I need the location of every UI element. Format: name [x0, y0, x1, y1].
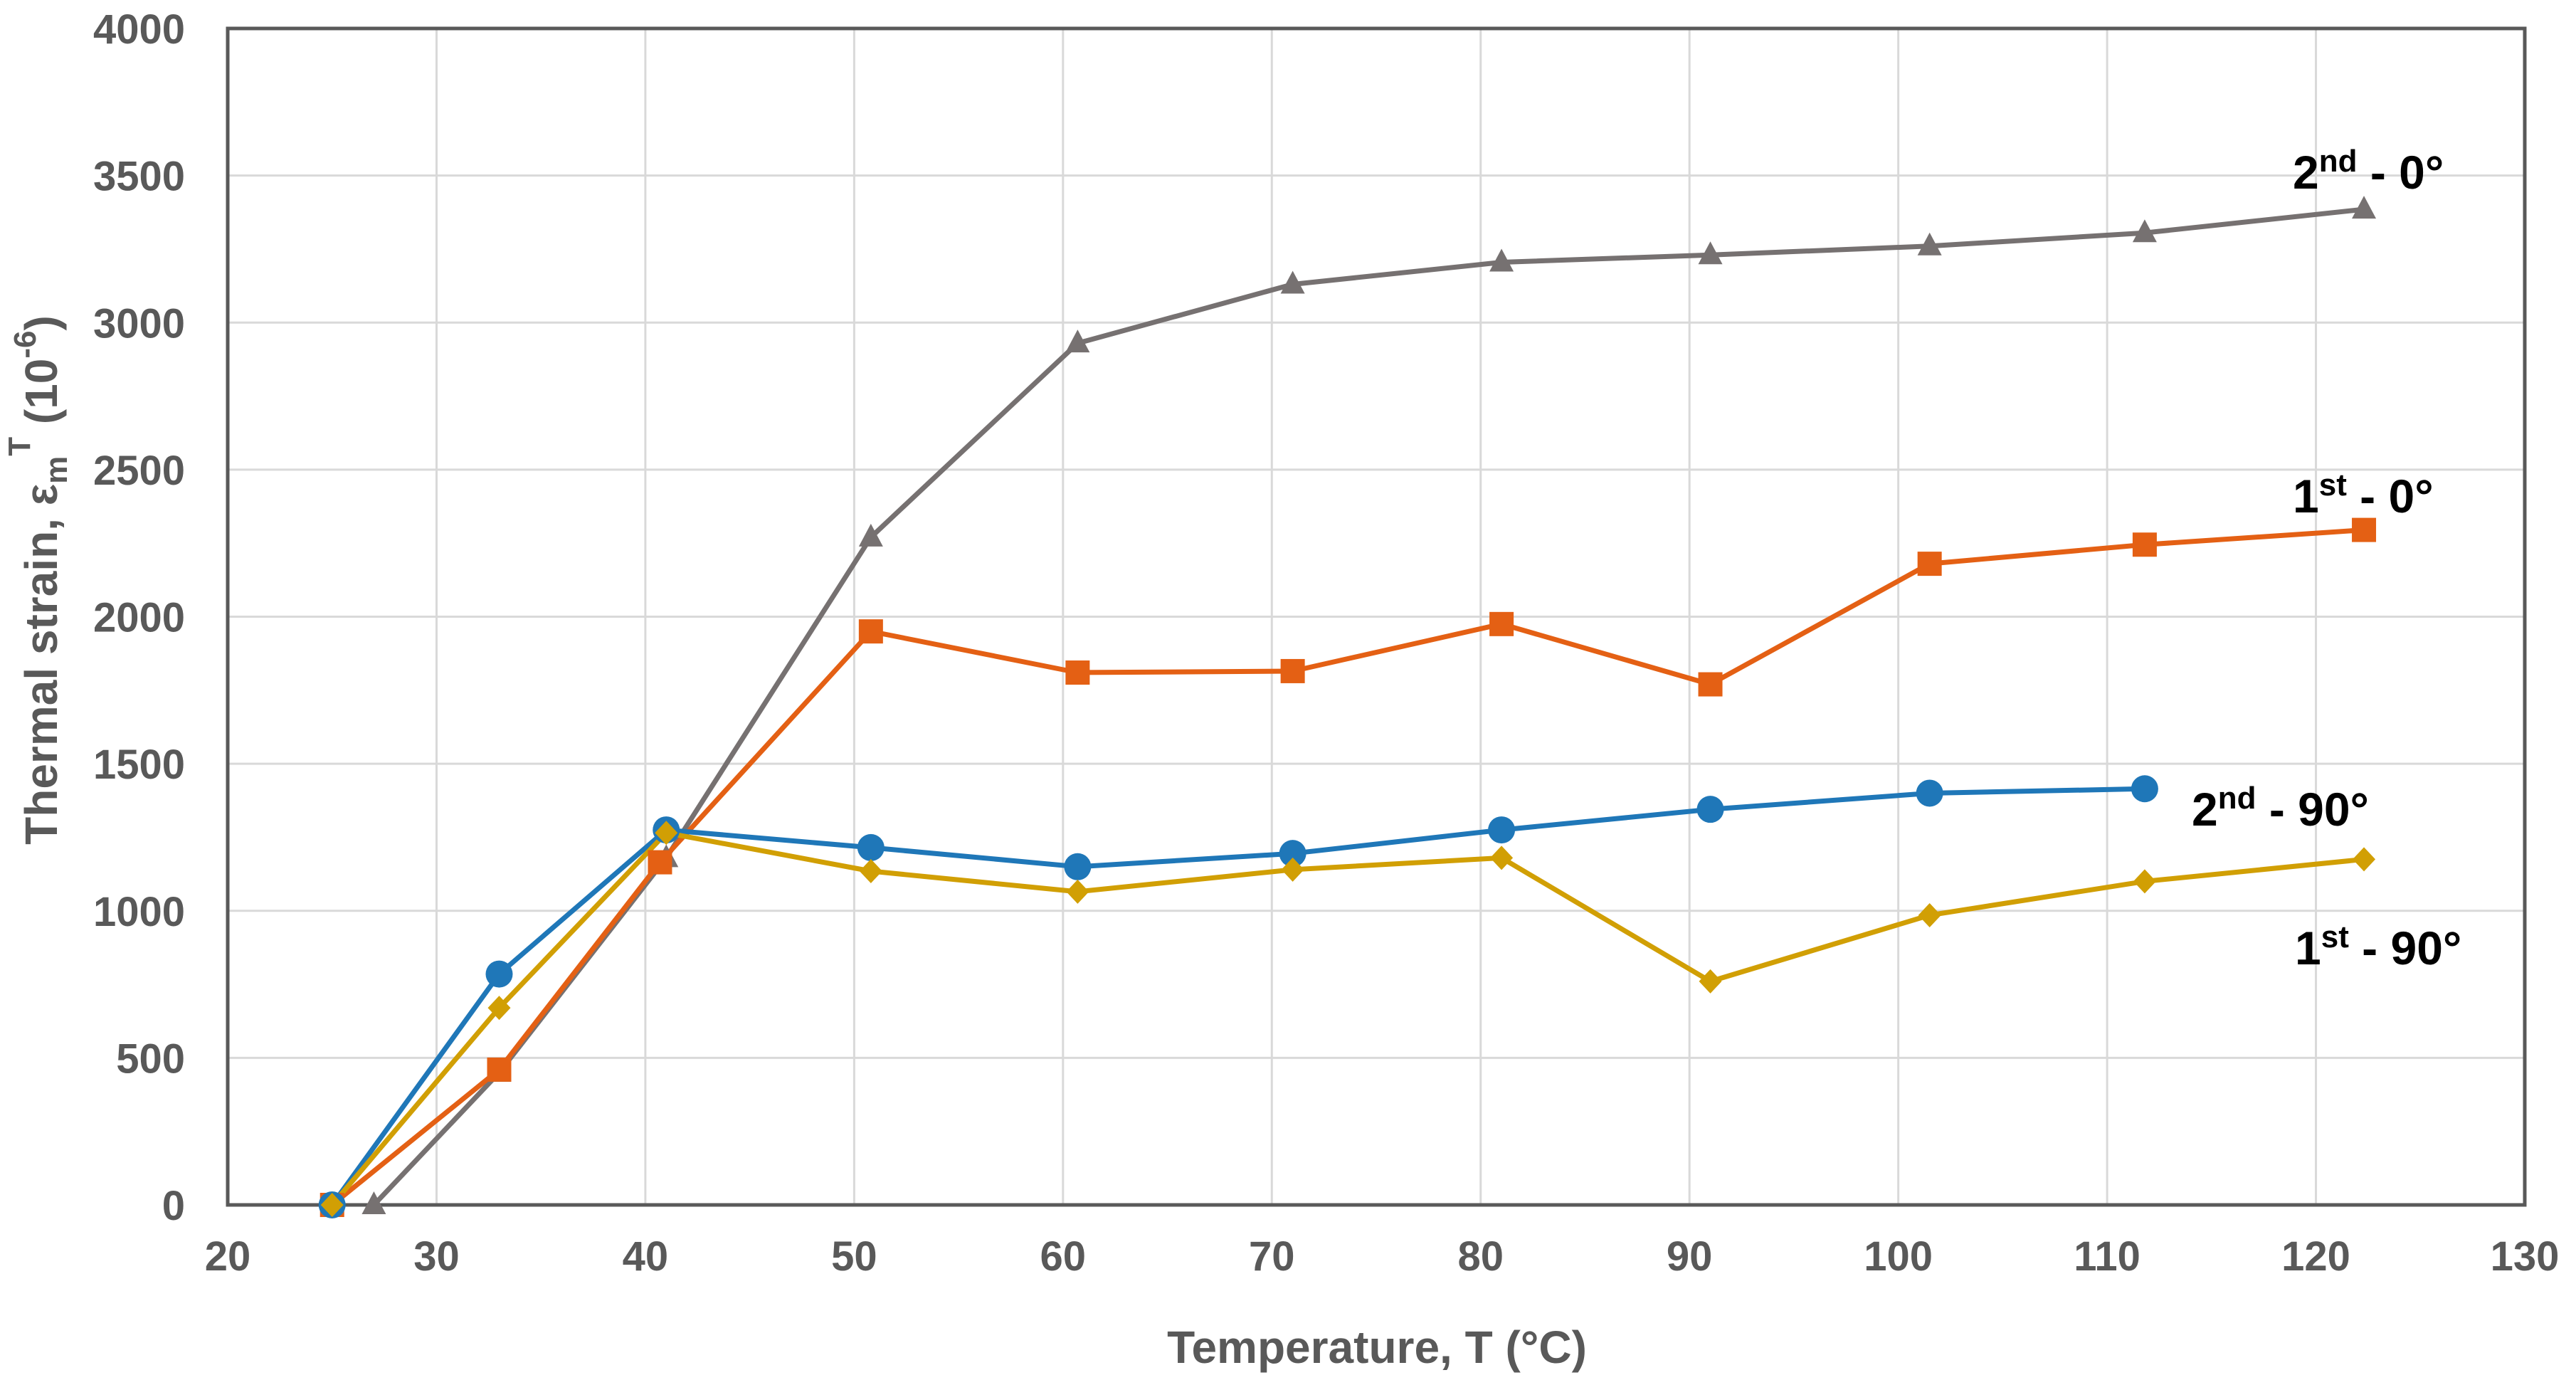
series-label-2nd-90-main: 2: [2192, 783, 2218, 836]
marker-s2nd0-8: [1917, 232, 1942, 256]
x-axis-ticks: 20 30 40 50 60 70 80 90 100 110 120 130: [205, 1233, 2560, 1280]
marker-s1st90-10: [2353, 847, 2376, 872]
series-label-2nd-0-main: 2: [2293, 146, 2319, 199]
marker-s2nd0-9: [2132, 219, 2157, 243]
y-tick-label-1000: 1000: [93, 889, 185, 935]
marker-s2nd90-4: [1064, 853, 1092, 880]
y-axis-title-main: Thermal strain, ε: [16, 484, 67, 845]
series-label-1st-0-rest: - 0°: [2347, 470, 2434, 522]
series-label-1st-0-main: 1: [2293, 470, 2319, 522]
series-label-1st-0: 1st - 0°: [2293, 468, 2434, 522]
marker-s2nd90-8: [1916, 779, 1943, 807]
marker-s1st0-5: [1280, 658, 1305, 683]
marker-s2nd90-1: [485, 960, 513, 988]
series-label-2nd-0-rest: - 0°: [2357, 146, 2444, 199]
x-tick-label-80: 80: [1457, 1233, 1504, 1280]
x-tick-label-110: 110: [2074, 1233, 2140, 1280]
marker-s1st90-5: [1281, 857, 1304, 882]
marker-s2nd90-6: [1488, 816, 1516, 844]
marker-s1st90-6: [1490, 846, 1514, 870]
y-tick-label-3500: 3500: [93, 154, 185, 200]
series-line-s2nd90: [329, 786, 2145, 1207]
marker-s1st0-10: [2352, 517, 2377, 542]
marker-s1st0-6: [1489, 611, 1514, 636]
x-tick-label-90: 90: [1667, 1233, 1713, 1280]
marker-s2nd90-7: [1696, 796, 1724, 823]
plot-area-border: [226, 26, 2527, 1207]
marker-s1st90-1: [487, 996, 511, 1021]
y-axis-ticks: 0 500 1000 1500 2000 2500 3000 3500 4000: [93, 6, 185, 1229]
x-tick-label-20: 20: [205, 1233, 251, 1280]
series-label-2nd-90-rest: - 90°: [2256, 783, 2368, 836]
series-label-1st-90-rest: - 90°: [2349, 922, 2461, 974]
marker-s1st90-3: [859, 858, 882, 883]
x-tick-label-30: 30: [413, 1233, 460, 1280]
marker-s2nd0-6: [1489, 248, 1514, 272]
marker-s2nd90-9: [2131, 775, 2158, 803]
series-lines: [329, 206, 2365, 1207]
marker-s1st90-4: [1066, 879, 1089, 904]
x-tick-label-100: 100: [1864, 1233, 1933, 1280]
marker-s1st90-9: [2133, 869, 2156, 894]
marker-s2nd0-5: [1280, 270, 1305, 294]
marker-s1st90-7: [1699, 969, 1722, 994]
marker-s1st90-8: [1918, 902, 1941, 927]
series-label-2nd-90: 2nd - 90°: [2192, 781, 2369, 836]
y-tick-label-500: 500: [116, 1036, 185, 1082]
marker-s1st0-4: [1065, 660, 1090, 685]
x-tick-label-70: 70: [1249, 1233, 1295, 1280]
y-axis-title-unit-close: ): [16, 315, 67, 330]
marker-s1st0-9: [2132, 532, 2157, 557]
series-label-2nd-90-sup: nd: [2218, 781, 2256, 816]
series-label-1st-90: 1st - 90°: [2295, 920, 2461, 974]
marker-s1st0-3: [858, 619, 883, 644]
marker-s1st0-2: [648, 850, 672, 875]
y-tick-label-2000: 2000: [93, 595, 185, 641]
marker-s2nd0-7: [1698, 241, 1723, 265]
x-tick-label-60: 60: [1040, 1233, 1087, 1280]
series-label-1st-0-sup: st: [2319, 468, 2347, 502]
y-axis-title-sub: m: [39, 456, 74, 484]
series-line-s2nd0: [371, 206, 2365, 1207]
marker-s2nd0-4: [1065, 330, 1090, 353]
y-tick-label-1500: 1500: [93, 742, 185, 788]
y-tick-label-3000: 3000: [93, 300, 185, 347]
y-tick-label-0: 0: [162, 1183, 185, 1229]
marker-s2nd0-0: [361, 1191, 386, 1214]
y-axis-title-unit-open: (10: [16, 359, 67, 437]
marker-s1st0-8: [1917, 552, 1942, 576]
series-label-1st-90-sup: st: [2321, 920, 2349, 954]
marker-s2nd0-3: [858, 523, 883, 547]
y-tick-label-4000: 4000: [93, 6, 185, 53]
y-tick-label-2500: 2500: [93, 448, 185, 494]
y-axis-title: Thermal strain, εmT (10-6): [2, 315, 74, 845]
y-axis-title-sup: T: [2, 437, 37, 456]
marker-s1st90-2: [655, 821, 678, 846]
series-label-2nd-0-sup: nd: [2319, 144, 2358, 179]
series-label-1st-90-main: 1: [2295, 922, 2321, 974]
series-label-2nd-0: 2nd - 0°: [2293, 144, 2444, 199]
marker-s1st0-1: [487, 1057, 512, 1082]
marker-s2nd90-3: [857, 833, 885, 861]
x-tick-label-130: 130: [2491, 1233, 2560, 1280]
x-tick-label-50: 50: [831, 1233, 877, 1280]
y-axis-title-unit-exp: -6: [8, 330, 43, 358]
grid-lines: [228, 28, 2525, 1205]
marker-s2nd0-10: [2352, 196, 2377, 219]
marker-s1st90-0: [320, 1193, 344, 1217]
x-tick-label-120: 120: [2281, 1233, 2350, 1280]
series-markers: [318, 196, 2377, 1218]
plot-frame: [226, 26, 2527, 1207]
marker-s2nd90-5: [1279, 840, 1307, 868]
x-tick-label-40: 40: [623, 1233, 669, 1280]
x-axis-title: Temperature, T (°C): [1167, 1322, 1587, 1373]
marker-s1st0-7: [1698, 672, 1723, 697]
